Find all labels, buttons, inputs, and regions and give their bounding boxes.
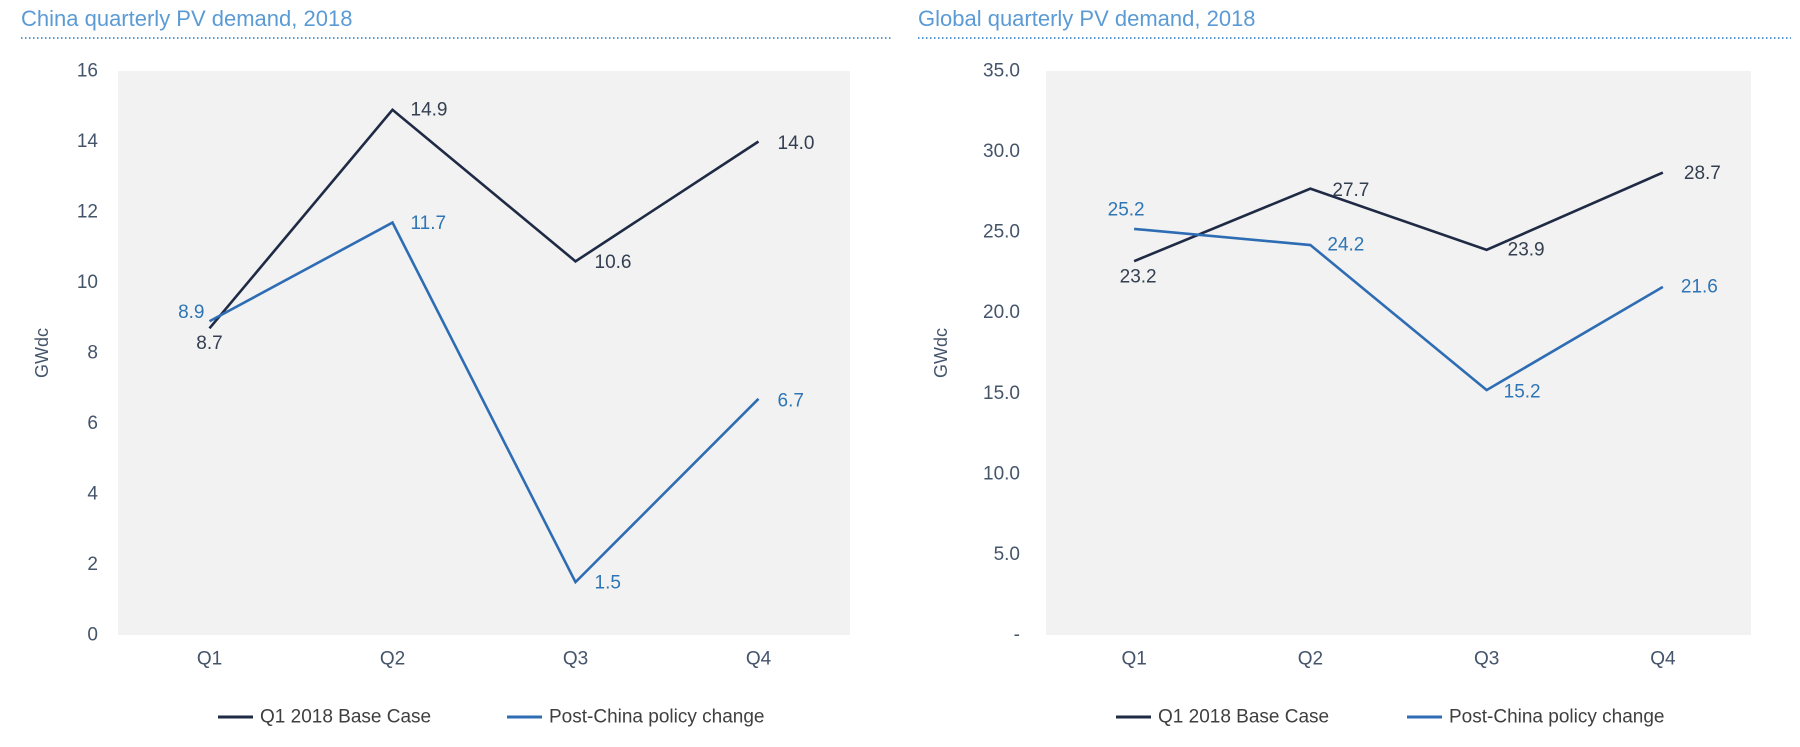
x-tick-label: Q1 [1121,649,1146,670]
series-line-post-policy [208,220,760,585]
legend-label-base-case: Q1 2018 Base Case [260,707,431,728]
chart-title: China quarterly PV demand, 2018 [21,6,352,31]
china-chart-panel: China quarterly PV demand, 2018 0 2 4 6 8 10 12… [21,6,893,728]
y-tick-label: 0 [87,625,98,646]
y-tick-label: 10.0 [983,463,1020,484]
y-tick-label: 10 [77,272,98,293]
series-line-base-case [208,107,760,330]
data-label-post-policy: 24.2 [1327,235,1364,256]
data-label-post-policy: 21.6 [1681,276,1718,297]
data-label-base-case: 27.7 [1332,180,1369,201]
x-tick-label: Q1 [197,649,222,670]
data-label-base-case: 10.6 [595,252,632,273]
series-line-post-policy [1134,227,1664,392]
y-tick-label: 4 [87,484,98,505]
y-tick-label: - [1014,625,1020,646]
chart-title: Global quarterly PV demand, 2018 [918,6,1256,31]
x-tick-label: Q3 [1474,649,1499,670]
y-tick-label: 25.0 [983,222,1020,243]
data-label-post-policy: 6.7 [778,390,804,411]
data-label-base-case: 28.7 [1684,163,1721,184]
y-tick-label: 6 [87,413,98,434]
plot-area [118,71,850,635]
series-line-base-case [1133,171,1664,263]
data-label-post-policy: 11.7 [411,213,447,234]
y-tick-label: 15.0 [983,383,1020,404]
y-axis-title: GWdc [931,328,951,378]
legend-label-base-case: Q1 2018 Base Case [1158,707,1329,728]
y-tick-label: 30.0 [983,141,1020,162]
y-tick-label: 8 [87,343,98,364]
y-tick-label: 14 [77,131,99,152]
y-tick-label: 16 [77,61,98,82]
data-label-post-policy: 1.5 [595,573,621,594]
x-tick-label: Q4 [746,649,772,670]
data-label-base-case: 8.7 [196,333,222,354]
global-chart-panel: Global quarterly PV demand, 2018 - 5.0 10.0… [918,6,1791,728]
data-label-base-case: 14.0 [778,133,815,154]
x-tick-label: Q3 [563,649,588,670]
x-tick-label: Q2 [380,649,405,670]
y-tick-label: 2 [87,554,98,575]
x-tick-label: Q2 [1298,649,1323,670]
y-tick-label: 20.0 [983,302,1020,323]
data-label-post-policy: 15.2 [1504,382,1541,403]
y-axis-title: GWdc [32,328,52,378]
x-tick-label: Q4 [1650,649,1676,670]
legend-label-post-policy: Post-China policy change [1449,707,1664,728]
data-label-post-policy: 25.2 [1108,199,1145,220]
data-label-base-case: 23.9 [1508,239,1545,260]
y-tick-label: 12 [77,202,98,223]
y-tick-label: 5.0 [994,544,1020,565]
data-label-post-policy: 8.9 [178,302,204,323]
plot-area [1046,71,1751,635]
y-tick-label: 35.0 [983,61,1020,82]
legend-label-post-policy: Post-China policy change [549,707,764,728]
data-label-base-case: 23.2 [1120,267,1157,288]
data-label-base-case: 14.9 [411,99,448,120]
